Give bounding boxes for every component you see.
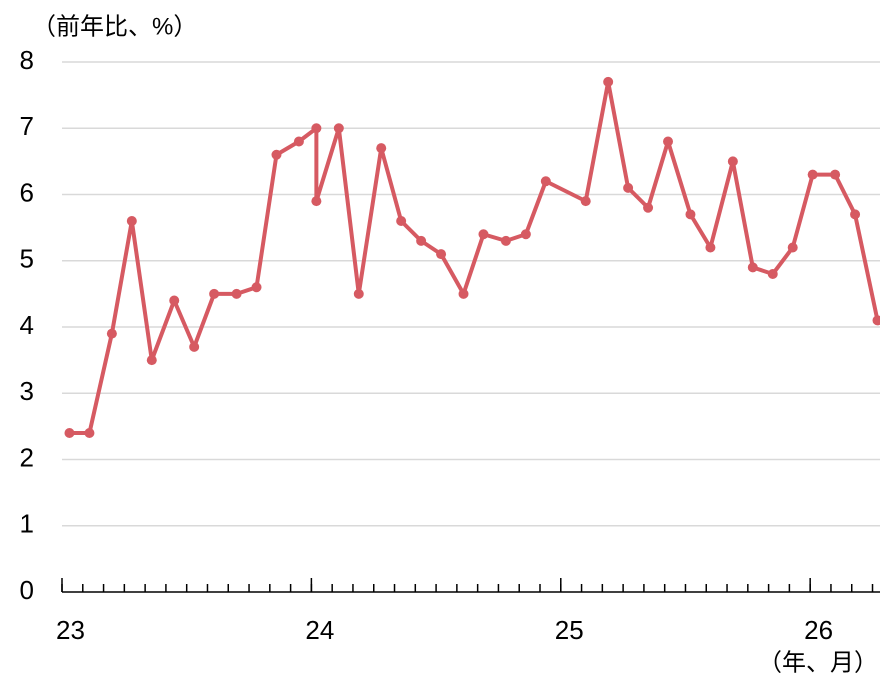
- data-point: [787, 242, 798, 253]
- data-point: [64, 428, 75, 438]
- data-point: [84, 428, 95, 438]
- x-tick-label: 25: [555, 615, 584, 645]
- y-tick-label: 8: [20, 45, 34, 75]
- x-tick-label: 26: [804, 615, 833, 645]
- y-tick-label: 4: [20, 310, 34, 340]
- data-point: [872, 315, 880, 326]
- data-point: [231, 288, 242, 299]
- y-tick-label: 5: [20, 244, 34, 274]
- data-point: [146, 355, 157, 366]
- data-point: [311, 123, 322, 134]
- data-point: [767, 269, 778, 279]
- data-point: [353, 288, 364, 299]
- data-point: [396, 216, 407, 226]
- data-point: [807, 169, 818, 180]
- x-axis-label: （年、月）: [758, 649, 878, 676]
- data-point: [189, 341, 200, 352]
- data-point: [169, 295, 180, 306]
- data-point: [126, 216, 137, 226]
- x-tick-label: 23: [56, 615, 85, 645]
- y-tick-label: 1: [20, 509, 34, 539]
- data-point: [251, 282, 262, 293]
- data-point: [727, 156, 738, 167]
- data-point: [520, 229, 531, 240]
- data-point: [333, 123, 344, 134]
- data-point: [705, 242, 716, 253]
- series-line: [69, 79, 880, 435]
- y-tick-label: 3: [20, 376, 34, 406]
- data-point: [850, 209, 861, 220]
- data-point: [540, 176, 551, 187]
- data-point: [311, 196, 322, 207]
- y-tick-label: 6: [20, 177, 34, 207]
- data-point: [376, 143, 387, 154]
- data-point: [458, 288, 469, 299]
- data-point: [436, 249, 447, 260]
- data-point: [603, 76, 614, 87]
- data-point: [209, 288, 220, 299]
- y-tick-label: 2: [20, 442, 34, 472]
- data-point: [830, 169, 841, 180]
- data-point: [416, 235, 427, 246]
- y-tick-label: 0: [20, 575, 34, 605]
- data-point: [293, 136, 304, 147]
- data-point: [663, 136, 674, 147]
- data-point: [623, 182, 634, 193]
- data-point: [685, 209, 696, 220]
- data-point: [106, 328, 117, 339]
- data-point: [478, 229, 489, 240]
- data-point: [271, 149, 282, 160]
- data-point: [500, 235, 511, 246]
- y-tick-label: 7: [20, 111, 34, 141]
- data-point: [580, 196, 591, 207]
- x-tick-label: 24: [305, 615, 334, 645]
- y-axis-label: （前年比、%）: [32, 13, 197, 40]
- data-point: [747, 262, 758, 273]
- data-point: [643, 202, 654, 213]
